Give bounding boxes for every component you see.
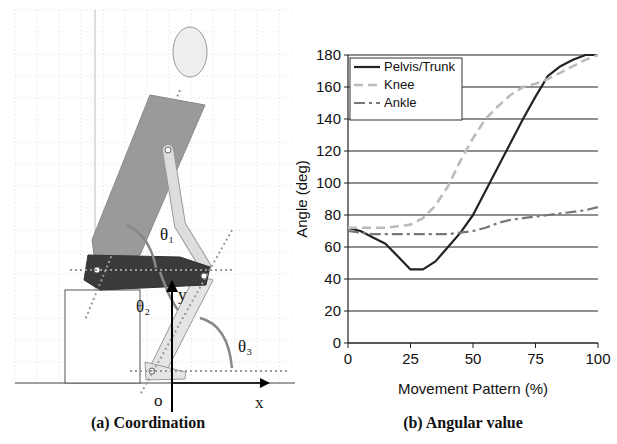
- grid-line: [348, 55, 598, 56]
- series-line: [348, 207, 598, 234]
- arc-theta2: [160, 272, 178, 310]
- tick-label: 20: [324, 302, 341, 319]
- grid-line: [348, 311, 598, 312]
- tick: [348, 343, 349, 348]
- legend-label: Knee: [384, 77, 414, 92]
- bg-grid: [15, 252, 295, 253]
- bg-grid: [15, 10, 16, 383]
- legend-box: [350, 58, 462, 120]
- bg-grid: [15, 296, 295, 297]
- tick-label: 60: [324, 238, 341, 255]
- trunk-axis: [85, 90, 180, 320]
- axis-label: o: [154, 391, 163, 410]
- shoulder-joint: [165, 147, 171, 153]
- bg-grid: [15, 340, 295, 341]
- figure: θ₁ θ₂ θ₃ y x o (a) Coordination 0 20 40 60 80 100 120…: [0, 0, 617, 444]
- grid-line: [348, 247, 598, 248]
- angle-label: θ₁: [160, 225, 174, 244]
- axis-title: Angle (deg): [293, 160, 310, 238]
- bg-grid: [235, 10, 236, 383]
- tick-label: 180: [316, 46, 341, 63]
- tick-label: 0: [333, 334, 341, 351]
- legend-label: Ankle: [384, 95, 417, 110]
- bg-grid: [15, 76, 295, 77]
- bg-grid: [15, 54, 295, 55]
- series-line: [348, 55, 598, 269]
- tick-label: 140: [316, 110, 341, 127]
- y-axis-arrow: [171, 290, 173, 412]
- grid-line: [348, 151, 598, 152]
- tick: [410, 343, 411, 348]
- bg-grid: [15, 318, 295, 319]
- tick-label: 100: [585, 350, 610, 367]
- bg-grid: [15, 32, 295, 33]
- arm: [168, 150, 205, 266]
- legend-swatch: [354, 84, 380, 87]
- tick-label: 0: [344, 350, 352, 367]
- x-axis-arrow: [172, 382, 262, 384]
- grid-line: [348, 279, 598, 280]
- bg-grid: [37, 10, 38, 383]
- legend-label: Pelvis/Trunk: [384, 59, 456, 74]
- grid-line: [348, 183, 598, 184]
- tick-label: 75: [527, 350, 544, 367]
- bg-grid: [59, 10, 60, 383]
- angle-label: θ₂: [136, 297, 150, 316]
- tick-label: 80: [324, 206, 341, 223]
- chart: 0 20 40 60 80 100 120 140 160 180 0 25 50 75 100 Moveme…: [293, 46, 611, 432]
- caption: (a) Coordination: [91, 414, 205, 432]
- legend-swatch: [354, 66, 380, 68]
- y-axis: [347, 55, 348, 343]
- legend-swatch: [354, 102, 380, 104]
- tick-label: 50: [465, 350, 482, 367]
- axis-title: Movement Pattern (%): [398, 380, 548, 397]
- diagram: θ₁ θ₂ θ₃ y x o (a) Coordination: [15, 10, 295, 432]
- series-line: [348, 55, 598, 228]
- bg-grid: [257, 10, 258, 383]
- thigh: [84, 255, 210, 290]
- arrowhead: [166, 280, 178, 292]
- shank: [150, 275, 213, 372]
- seat: [65, 290, 140, 383]
- plot-lines: [348, 55, 598, 269]
- grid-line: [348, 343, 598, 344]
- tick: [535, 343, 536, 348]
- arc-theta3: [200, 318, 232, 368]
- tick-label: 40: [324, 270, 341, 287]
- arm-outline: [168, 150, 205, 266]
- axis-label: x: [255, 393, 264, 412]
- x-axis: [348, 342, 598, 343]
- page: {"diagram": {"caption": "(a) Coordinatio…: [0, 0, 617, 444]
- foot-axis: [130, 370, 290, 372]
- bg-grid: [213, 10, 214, 383]
- tick-label: 120: [316, 142, 341, 159]
- knee-joint: [201, 273, 207, 279]
- tick: [473, 343, 474, 348]
- bg-grid: [15, 230, 295, 231]
- bg-grid: [279, 10, 280, 383]
- arrowhead: [260, 378, 270, 388]
- tick-label: 100: [316, 174, 341, 191]
- axis-label: y: [178, 285, 187, 304]
- arc-theta1: [127, 225, 156, 268]
- caption: (b) Angular value: [403, 414, 523, 432]
- tick-label: 160: [316, 78, 341, 95]
- tick: [598, 343, 599, 348]
- tick-label: 25: [402, 350, 419, 367]
- head: [173, 27, 207, 77]
- bg-grid: [15, 10, 295, 11]
- ground: [15, 382, 295, 383]
- legend: Pelvis/Trunk Knee Ankle: [350, 58, 462, 120]
- angle-label: θ₃: [238, 337, 252, 356]
